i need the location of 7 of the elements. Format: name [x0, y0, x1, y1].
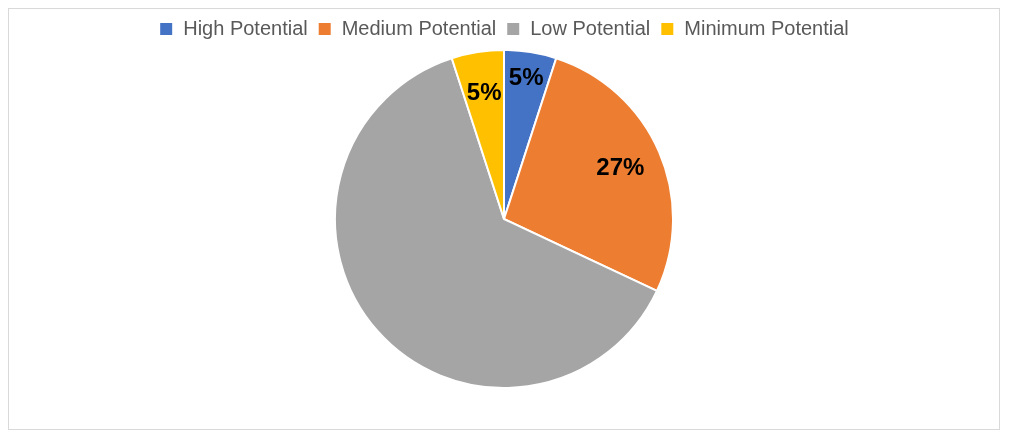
data-label: 5% — [508, 63, 544, 91]
data-label: 5% — [466, 78, 502, 106]
legend-label: Medium Potential — [341, 16, 497, 39]
data-label: 27% — [596, 153, 645, 181]
legend-label: Minimum Potential — [684, 16, 849, 39]
legend-label: Low Potential — [530, 16, 651, 39]
legend-label: High Potential — [183, 16, 308, 39]
